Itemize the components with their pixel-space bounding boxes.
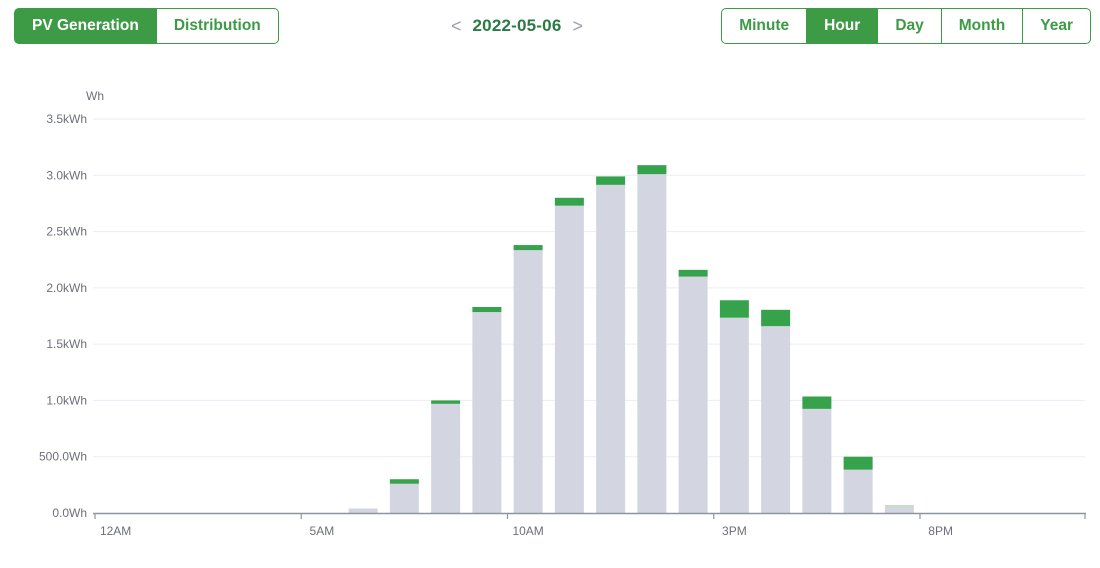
x-tick-label: 5AM (310, 524, 335, 538)
bar-11am-generation-base[interactable] (554, 205, 584, 513)
bar-7pm-generation-base[interactable] (884, 506, 914, 513)
bar-6pm-generation-cap[interactable] (843, 456, 873, 470)
bar-12pm-generation-cap[interactable] (596, 176, 626, 185)
x-tick-label: 3PM (722, 524, 747, 538)
bar-5pm-generation-base[interactable] (802, 408, 832, 513)
view-toggle-pv-generation[interactable]: PV Generation (14, 8, 157, 44)
y-tick-label: 500.0Wh (39, 450, 87, 464)
bar-2pm-generation-base[interactable] (678, 276, 708, 513)
y-tick-label: 1.5kWh (46, 337, 87, 351)
x-tick-label: 12AM (100, 524, 131, 538)
date-nav: < 2022-05-06 > (451, 8, 583, 44)
y-tick-label: 3.0kWh (46, 168, 87, 182)
bar-7pm-generation-cap-light[interactable] (884, 505, 914, 507)
range-button-minute[interactable]: Minute (739, 17, 790, 34)
range-button-month[interactable]: Month (940, 9, 1022, 43)
bar-7am-generation-base[interactable] (389, 483, 419, 513)
y-tick-label: 1.0kWh (46, 393, 87, 407)
view-toggle-distribution[interactable]: Distribution (156, 8, 279, 44)
bar-10am-generation-cap[interactable] (513, 245, 543, 251)
range-toggle: Minute Hour Day Month Year (721, 8, 1091, 44)
range-button-day[interactable]: Day (877, 9, 940, 43)
x-tick-label: 10AM (512, 524, 543, 538)
date-label[interactable]: 2022-05-06 (472, 16, 562, 35)
bar-8am-generation-cap[interactable] (431, 400, 461, 404)
bar-9am-generation-cap[interactable] (472, 306, 502, 313)
bar-12pm-generation-base[interactable] (596, 184, 626, 513)
bar-1pm-generation-base[interactable] (637, 174, 667, 513)
bar-2pm-generation-cap[interactable] (678, 269, 708, 277)
y-tick-label: 0.0Wh (52, 506, 87, 520)
bar-7am-generation-cap[interactable] (389, 479, 419, 484)
bar-4pm-generation-base[interactable] (761, 326, 791, 513)
x-tick-label: 8PM (928, 524, 953, 538)
view-toggle: PV Generation Distribution (14, 8, 279, 44)
bar-3pm-generation-cap[interactable] (719, 300, 749, 318)
bar-5pm-generation-cap[interactable] (802, 396, 832, 409)
y-tick-label: 3.5kWh (46, 112, 87, 126)
y-axis-unit-label: Wh (86, 89, 104, 103)
y-tick-label: 2.0kWh (46, 281, 87, 295)
chevron-right-icon[interactable]: > (572, 16, 583, 36)
y-tick-label: 2.5kWh (46, 225, 87, 239)
bar-9am-generation-base[interactable] (472, 312, 502, 513)
bar-6pm-generation-base[interactable] (843, 469, 873, 513)
bar-3pm-generation-base[interactable] (719, 317, 749, 513)
bar-1pm-generation-cap[interactable] (637, 165, 667, 175)
bar-6am-generation-base[interactable] (348, 508, 378, 513)
bar-4pm-generation-cap[interactable] (761, 309, 791, 327)
bar-11am-generation-cap[interactable] (554, 197, 584, 206)
chevron-left-icon[interactable]: < (451, 16, 462, 36)
range-button-hour[interactable]: Hour (806, 9, 878, 43)
bar-10am-generation-base[interactable] (513, 250, 543, 513)
range-button-year[interactable]: Year (1022, 9, 1090, 43)
bar-8am-generation-base[interactable] (431, 403, 461, 513)
